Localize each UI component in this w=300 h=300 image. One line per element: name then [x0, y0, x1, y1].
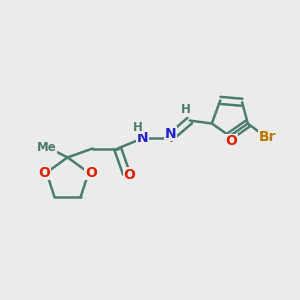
- Text: H: H: [180, 103, 190, 116]
- Text: N: N: [137, 131, 148, 145]
- Text: O: O: [85, 166, 97, 180]
- Text: H: H: [132, 121, 142, 134]
- Text: Me: Me: [37, 141, 57, 154]
- Text: N: N: [165, 127, 176, 141]
- Text: O: O: [225, 134, 237, 148]
- Text: O: O: [124, 168, 135, 182]
- Text: Br: Br: [259, 130, 277, 144]
- Text: O: O: [38, 166, 50, 180]
